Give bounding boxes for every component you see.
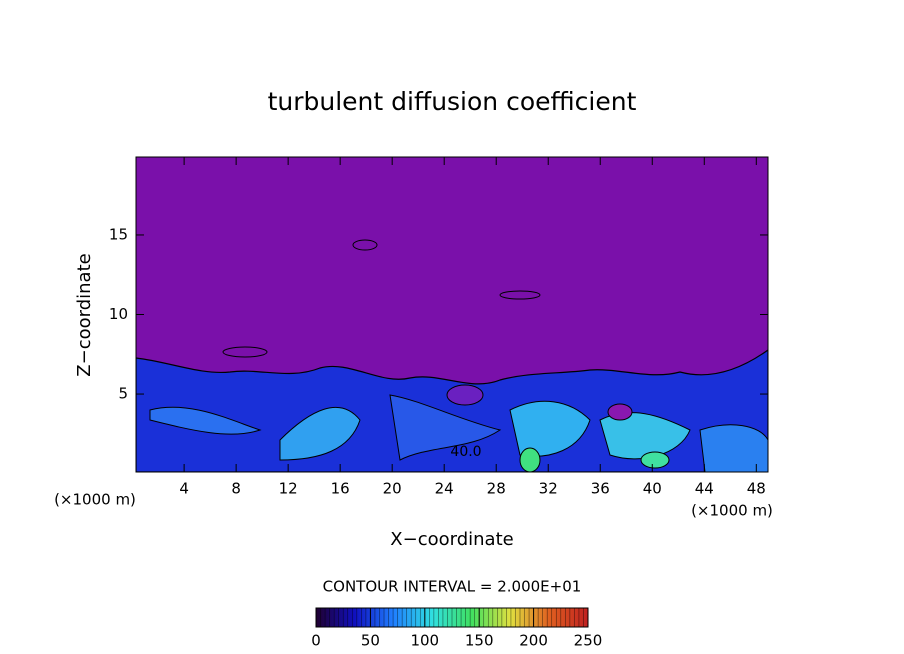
y-tick-label: 15: [109, 225, 128, 243]
x-tick-label: 28: [487, 480, 506, 498]
field-patch: [149, 406, 262, 435]
y-tick-label: 10: [109, 305, 128, 323]
x-tick-label: 24: [435, 480, 454, 498]
x-tick-label: 20: [383, 480, 402, 498]
chart-title: turbulent diffusion coefficient: [268, 87, 637, 116]
colorbar-tick-label: 150: [465, 632, 494, 650]
x-tick-label: 12: [279, 480, 298, 498]
colorbar-tick-label: 50: [361, 632, 380, 650]
colorbar-tick-label: 200: [519, 632, 548, 650]
contour-label: 40.0: [450, 444, 481, 460]
x-tick-label: 44: [695, 480, 714, 498]
field-contour: [352, 239, 378, 251]
x-tick-label: 16: [331, 480, 350, 498]
x-tick-label: 40: [643, 480, 662, 498]
field-contour: [499, 290, 541, 300]
field-patch: [640, 451, 670, 469]
x-tick-label: 4: [179, 480, 189, 498]
field: [136, 239, 768, 472]
x-tick-label: 36: [591, 480, 610, 498]
x-tick-label: 48: [747, 480, 766, 498]
field-patch: [699, 424, 768, 472]
field-patch: [446, 384, 484, 406]
field-patch: [607, 403, 633, 421]
field-contour: [222, 346, 268, 358]
contour-interval: CONTOUR INTERVAL = 2.000E+01: [323, 578, 582, 596]
x-tick-label: 8: [231, 480, 241, 498]
colorbar-tick-label: 250: [574, 632, 603, 650]
x-axis-label: X−coordinate: [390, 529, 513, 550]
x-unit-label: (×1000 m): [691, 502, 773, 520]
y-tick-label: 5: [118, 385, 128, 403]
field-patch: [279, 406, 361, 461]
field-patch: [389, 394, 502, 461]
colorbar-tick-label: 100: [410, 632, 439, 650]
field-patch: [519, 447, 541, 472]
y-axis-label: Z−coordinate: [74, 253, 95, 376]
x-unit-label: (×1000 m): [54, 491, 136, 509]
colorbar-tick-label: 0: [311, 632, 321, 650]
x-tick-label: 32: [539, 480, 558, 498]
